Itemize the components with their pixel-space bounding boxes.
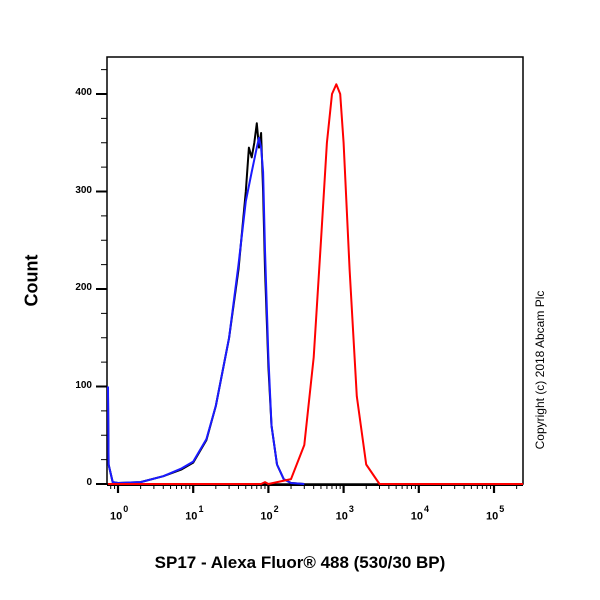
y-tick-label: 400 [75, 87, 92, 98]
series-group [107, 83, 523, 485]
y-axis-label: Count [21, 254, 42, 307]
y-tick-label: 100 [75, 379, 92, 391]
x-tick-label: 105 [486, 504, 505, 523]
x-axis-label: SP17 - Alexa Fluor® 488 (530/30 BP) [154, 553, 446, 572]
x-tick-label: 101 [185, 504, 204, 523]
y-axis [96, 69, 107, 485]
x-tick-label: 103 [335, 504, 354, 523]
blue-histogram-line [107, 136, 305, 485]
y-tick-label: 200 [75, 282, 92, 293]
black-histogram-line [107, 122, 305, 485]
x-axis [107, 484, 523, 493]
x-tick-label: 100 [110, 504, 129, 523]
y-tick-label: 300 [75, 184, 92, 196]
x-tick-label: 104 [410, 504, 430, 523]
x-tick-label: 102 [260, 504, 279, 523]
copyright-annotation: Copyright (c) 2018 Abcam Plc [533, 290, 547, 450]
red-histogram-line [108, 83, 523, 485]
y-tick-label: 0 [86, 477, 92, 488]
plot-frame [106, 56, 524, 485]
